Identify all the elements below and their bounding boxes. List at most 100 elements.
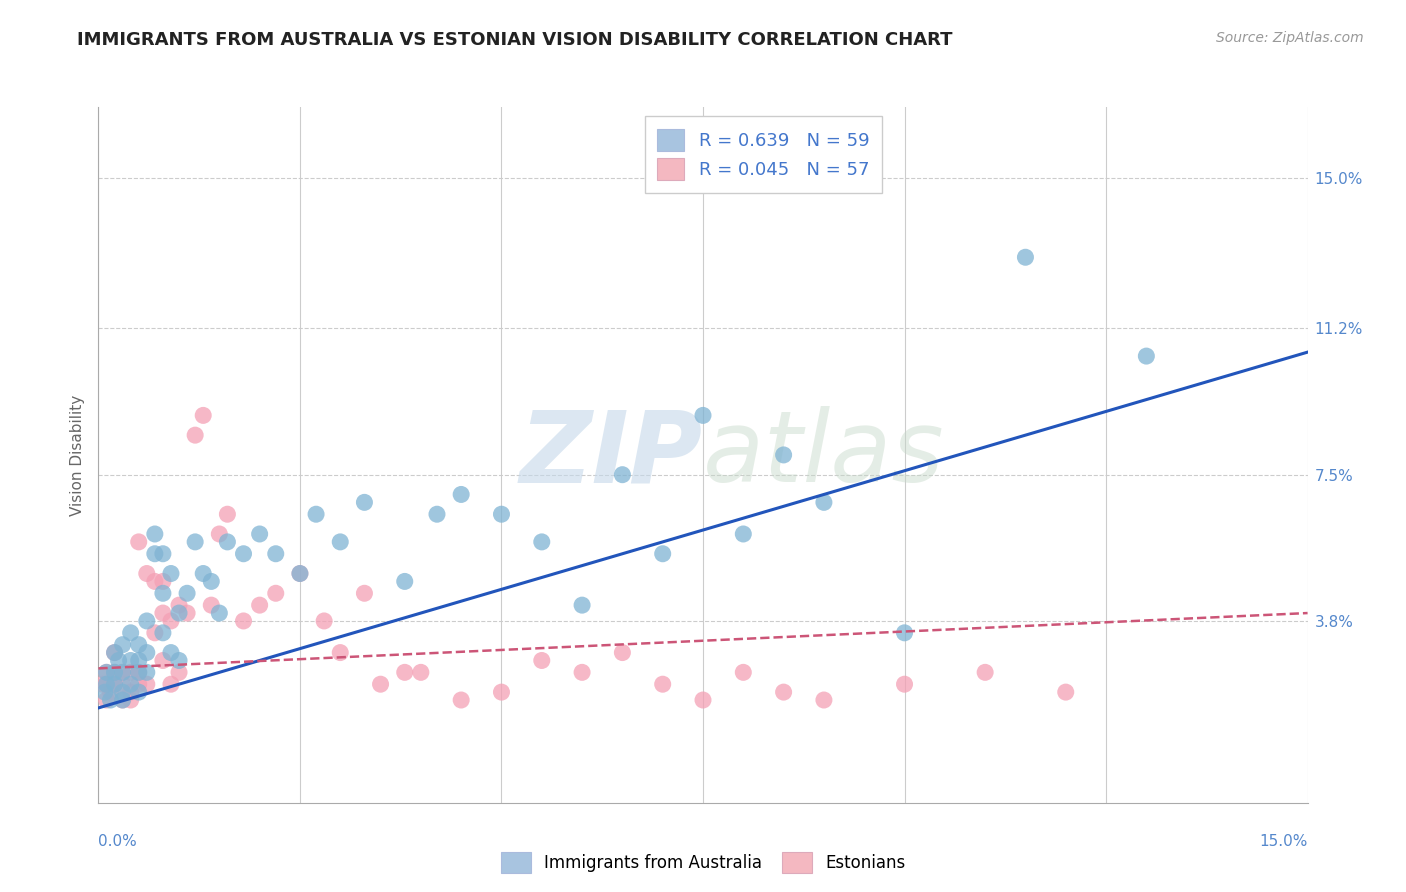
Text: 0.0%: 0.0% bbox=[98, 834, 138, 849]
Point bbox=[571, 665, 593, 680]
Point bbox=[103, 677, 125, 691]
Point bbox=[193, 566, 215, 581]
Point bbox=[128, 653, 150, 667]
Point bbox=[208, 527, 231, 541]
Point bbox=[120, 693, 142, 707]
Point bbox=[143, 547, 166, 561]
Text: ZIP: ZIP bbox=[520, 407, 703, 503]
Point bbox=[353, 495, 375, 509]
Point bbox=[249, 527, 271, 541]
Point bbox=[96, 665, 118, 680]
Point bbox=[329, 534, 352, 549]
Point bbox=[100, 685, 122, 699]
Text: 15.0%: 15.0% bbox=[1260, 834, 1308, 849]
Point bbox=[160, 566, 183, 581]
Point bbox=[394, 665, 416, 680]
Point bbox=[167, 598, 190, 612]
Point bbox=[530, 534, 553, 549]
Point bbox=[135, 677, 157, 691]
Point bbox=[1135, 349, 1157, 363]
Point bbox=[176, 606, 198, 620]
Legend: R = 0.639   N = 59, R = 0.045   N = 57: R = 0.639 N = 59, R = 0.045 N = 57 bbox=[645, 116, 882, 193]
Point bbox=[813, 495, 835, 509]
Point bbox=[772, 448, 794, 462]
Point bbox=[409, 665, 432, 680]
Point bbox=[160, 677, 183, 691]
Point bbox=[200, 598, 222, 612]
Point bbox=[176, 586, 198, 600]
Point bbox=[135, 566, 157, 581]
Text: atlas: atlas bbox=[703, 407, 945, 503]
Point bbox=[152, 586, 174, 600]
Point bbox=[450, 487, 472, 501]
Point bbox=[394, 574, 416, 589]
Point bbox=[107, 653, 129, 667]
Point bbox=[94, 685, 117, 699]
Point bbox=[96, 665, 118, 680]
Point bbox=[193, 409, 215, 423]
Point bbox=[450, 693, 472, 707]
Point bbox=[249, 598, 271, 612]
Point bbox=[530, 653, 553, 667]
Point bbox=[143, 625, 166, 640]
Point bbox=[111, 677, 134, 691]
Point bbox=[491, 507, 513, 521]
Point bbox=[329, 646, 352, 660]
Point bbox=[111, 665, 134, 680]
Point bbox=[288, 566, 311, 581]
Point bbox=[208, 606, 231, 620]
Point bbox=[152, 606, 174, 620]
Point bbox=[152, 653, 174, 667]
Point bbox=[128, 665, 150, 680]
Point bbox=[813, 693, 835, 707]
Point bbox=[96, 693, 118, 707]
Point bbox=[353, 586, 375, 600]
Point bbox=[217, 534, 239, 549]
Point bbox=[733, 527, 755, 541]
Point bbox=[103, 665, 125, 680]
Point bbox=[264, 547, 287, 561]
Point bbox=[120, 665, 142, 680]
Point bbox=[314, 614, 336, 628]
Point bbox=[103, 646, 125, 660]
Point bbox=[128, 638, 150, 652]
Point bbox=[167, 606, 190, 620]
Point bbox=[612, 646, 634, 660]
Point bbox=[111, 665, 134, 680]
Text: IMMIGRANTS FROM AUSTRALIA VS ESTONIAN VISION DISABILITY CORRELATION CHART: IMMIGRANTS FROM AUSTRALIA VS ESTONIAN VI… bbox=[77, 31, 953, 49]
Point bbox=[772, 685, 794, 699]
Point bbox=[571, 598, 593, 612]
Point bbox=[893, 625, 915, 640]
Point bbox=[288, 566, 311, 581]
Point bbox=[103, 646, 125, 660]
Point bbox=[128, 677, 150, 691]
Point bbox=[160, 614, 183, 628]
Point bbox=[491, 685, 513, 699]
Point bbox=[120, 685, 142, 699]
Point bbox=[91, 677, 114, 691]
Point bbox=[160, 646, 183, 660]
Point bbox=[426, 507, 449, 521]
Point bbox=[111, 693, 134, 707]
Point bbox=[167, 653, 190, 667]
Point bbox=[100, 693, 122, 707]
Point bbox=[103, 677, 125, 691]
Point bbox=[120, 677, 142, 691]
Point bbox=[200, 574, 222, 589]
Point bbox=[692, 409, 714, 423]
Point bbox=[167, 665, 190, 680]
Point bbox=[184, 534, 207, 549]
Point bbox=[128, 534, 150, 549]
Point bbox=[111, 693, 134, 707]
Point bbox=[370, 677, 392, 691]
Point bbox=[651, 677, 673, 691]
Y-axis label: Vision Disability: Vision Disability bbox=[69, 394, 84, 516]
Point bbox=[264, 586, 287, 600]
Point bbox=[152, 625, 174, 640]
Point bbox=[152, 574, 174, 589]
Point bbox=[143, 574, 166, 589]
Text: Source: ZipAtlas.com: Source: ZipAtlas.com bbox=[1216, 31, 1364, 45]
Point bbox=[111, 685, 134, 699]
Point bbox=[232, 547, 254, 561]
Point bbox=[974, 665, 997, 680]
